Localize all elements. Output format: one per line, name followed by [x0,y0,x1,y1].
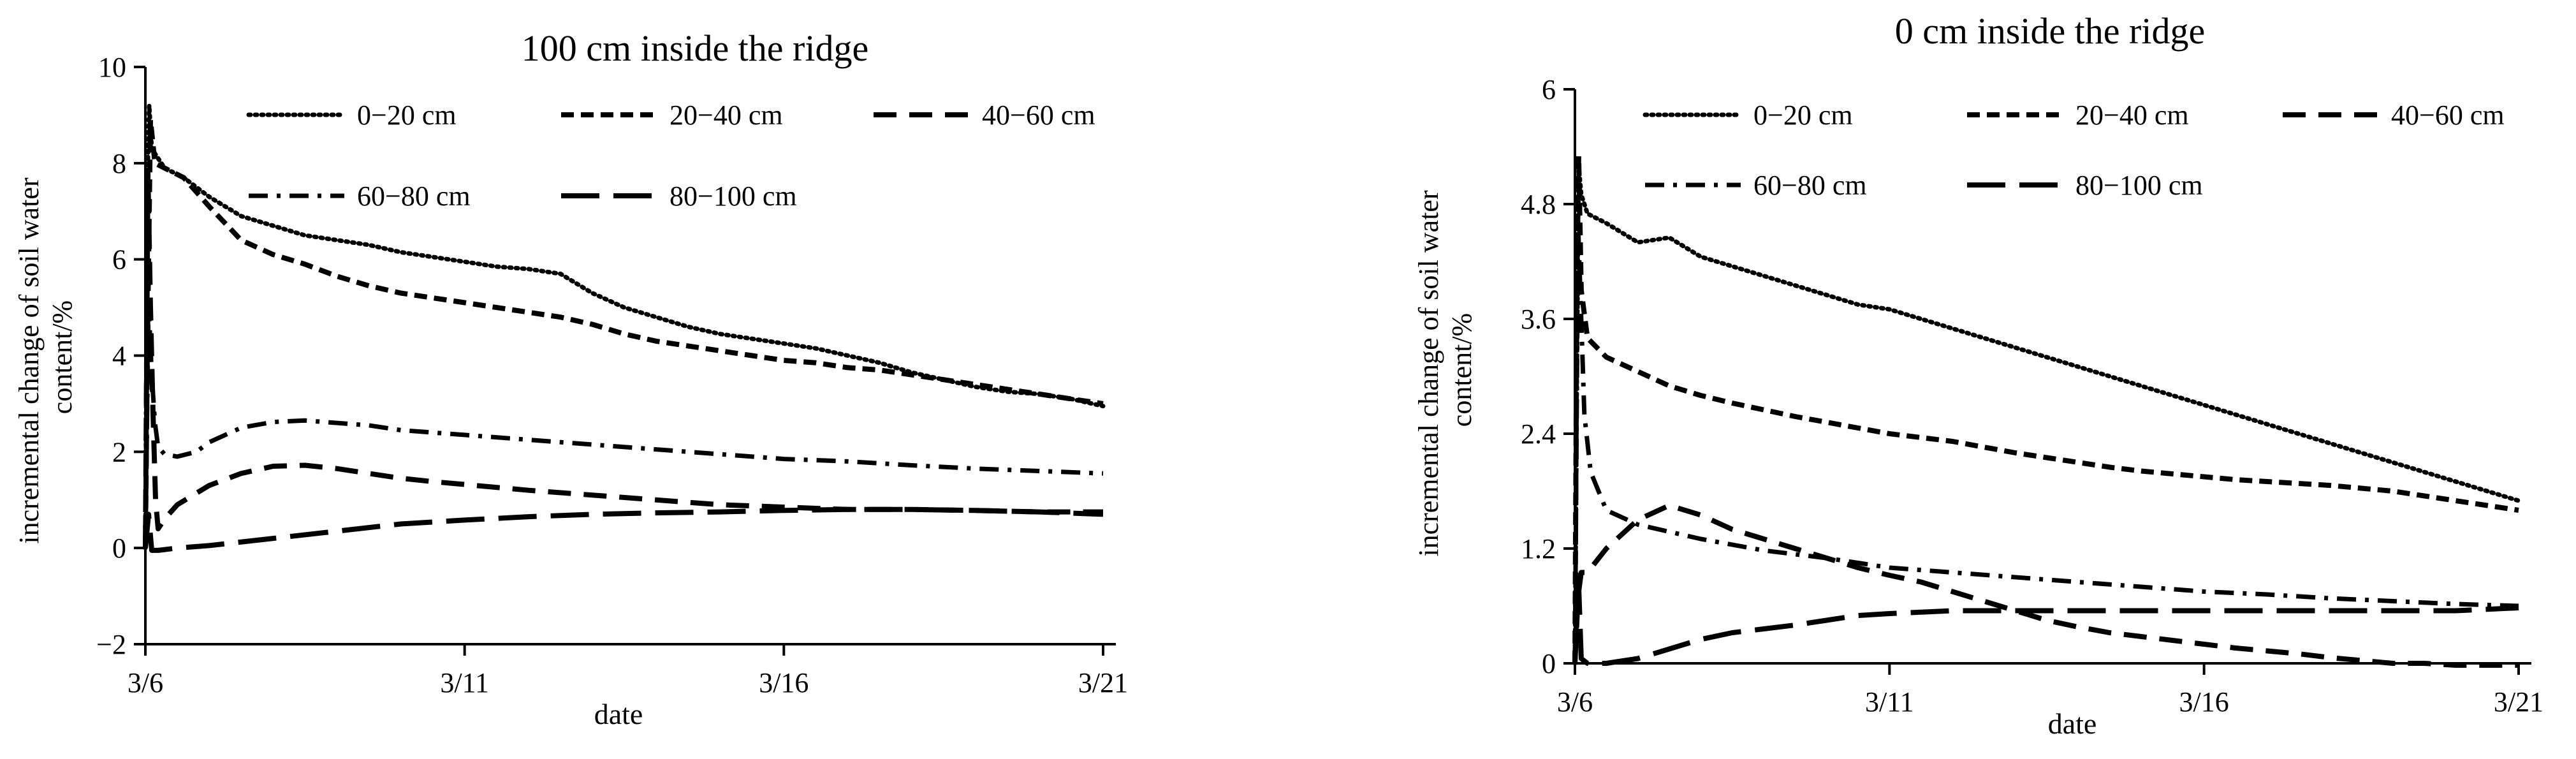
y-tick-label: 2.4 [1521,418,1556,450]
y-tick-label: 2 [112,436,126,468]
x-axis-label: date [594,698,643,730]
plot-marks: −2 0 2 4 6 8 10 3/6 3/11 3/16 3/21 0−20 cm 20−40 cm 4… [96,52,1128,698]
chart-left: −2 0 2 4 6 8 10 3/6 3/11 3/16 3/21 0−20 cm 20−40 cm 4… [13,27,1128,730]
y-tick-label: 10 [98,52,126,83]
legend-label-2: 20−40 cm [2075,99,2189,131]
plot-marks: 0 1.2 2.4 3.6 4.8 6 3/6 3/11 3/16 3/21 0−20 cm 20−4… [1521,74,2543,718]
x-tick-label: 3/21 [2494,686,2543,718]
series-line-3 [1572,503,2519,668]
x-tick-label: 3/16 [759,667,809,698]
y-tick-label: 6 [112,244,126,276]
x-tick-label: 3/21 [1078,667,1128,698]
series-line-1 [143,103,1106,550]
y-tick-label: 4 [112,341,126,372]
legend-label-5: 80−100 cm [670,181,797,212]
y-tick-label: 4.8 [1521,189,1556,220]
y-axis-label-line-2: content/% [47,300,78,414]
series-line-5 [1572,565,2519,666]
legend-label-3: 40−60 cm [2391,99,2505,131]
y-axis-label-line-2: content/% [1446,313,1477,427]
x-tick-label: 3/11 [1865,686,1914,718]
series-line-2 [1572,154,2519,664]
series-line-4 [1572,221,2519,664]
y-axis-label: incremental change of soil water content… [1413,183,1477,556]
y-tick-label: 3.6 [1521,304,1556,335]
x-axis-label: date [2048,707,2097,740]
legend-label-3: 40−60 cm [982,99,1095,131]
x-tick-label: 3/11 [440,667,489,698]
series-line-5 [143,506,1104,553]
legend-label-2: 20−40 cm [670,99,783,131]
y-tick-label: 8 [112,148,126,179]
chart-title: 0 cm inside the ridge [1895,10,2205,52]
x-tick-label: 3/16 [2179,686,2229,718]
chart-right: 0 1.2 2.4 3.6 4.8 6 3/6 3/11 3/16 3/21 0−20 cm 20−4… [1413,10,2543,740]
x-tick-label: 3/6 [128,667,163,698]
y-tick-label: −2 [96,629,126,660]
y-axis-label-line-1: incremental change of soil water [13,177,45,544]
legend-label-1: 0−20 cm [1753,99,1853,131]
legend-label-5: 80−100 cm [2075,170,2203,201]
y-tick-label: 0 [112,533,126,564]
chart-title: 100 cm inside the ridge [522,27,868,69]
y-tick-label: 0 [1542,648,1556,679]
series-line-2 [143,117,1104,549]
y-tick-label: 1.2 [1521,533,1556,564]
legend-label-4: 60−80 cm [1753,170,1867,201]
y-axis-label: incremental change of soil water content… [13,170,78,543]
series-line-1 [1572,163,2521,666]
x-tick-label: 3/6 [1557,686,1593,718]
y-tick-label: 6 [1542,74,1556,105]
y-axis-label-line-1: incremental change of soil water [1413,190,1444,557]
legend-label-4: 60−80 cm [357,181,471,212]
legend-label-1: 0−20 cm [357,99,457,131]
